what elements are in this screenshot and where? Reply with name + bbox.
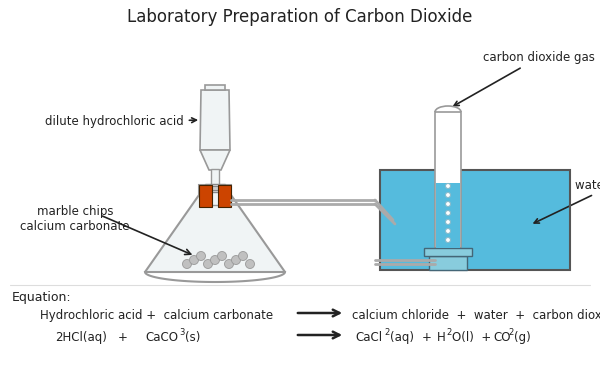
Circle shape	[445, 220, 451, 225]
Bar	[435, 112, 461, 248]
Text: Equation:: Equation:	[12, 291, 71, 304]
Bar	[429, 256, 467, 270]
Circle shape	[445, 193, 451, 198]
Bar	[380, 170, 570, 270]
Circle shape	[218, 252, 227, 261]
Text: CaCl: CaCl	[355, 331, 382, 344]
Text: O(l)  +: O(l) +	[452, 331, 491, 344]
Circle shape	[224, 260, 233, 269]
Text: (g): (g)	[514, 331, 531, 344]
Text: +: +	[422, 331, 432, 344]
Text: 2: 2	[508, 328, 513, 337]
Text: 2: 2	[384, 328, 389, 337]
Bar	[436, 183, 460, 248]
Circle shape	[445, 211, 451, 215]
Bar	[200, 186, 230, 190]
Text: carbon dioxide gas: carbon dioxide gas	[454, 51, 595, 106]
Text: (s): (s)	[185, 331, 200, 344]
Bar	[199, 185, 212, 207]
Bar	[211, 169, 219, 185]
Text: 2HCl(aq): 2HCl(aq)	[55, 331, 107, 344]
Text: Hydrochloric acid +  calcium carbonate: Hydrochloric acid + calcium carbonate	[40, 309, 273, 322]
Circle shape	[445, 238, 451, 242]
Circle shape	[445, 201, 451, 206]
Circle shape	[190, 255, 199, 264]
Bar	[211, 191, 219, 205]
Text: calcium chloride  +  water  +  carbon dioxide: calcium chloride + water + carbon dioxid…	[352, 309, 600, 322]
Text: marble chips
calcium carbonate: marble chips calcium carbonate	[20, 205, 130, 233]
Text: dilute hydrochloric acid: dilute hydrochloric acid	[45, 116, 196, 128]
Circle shape	[445, 228, 451, 233]
Bar	[424, 248, 472, 256]
Text: CaCO: CaCO	[145, 331, 178, 344]
Text: H: H	[437, 331, 446, 344]
Circle shape	[197, 252, 205, 261]
Text: Laboratory Preparation of Carbon Dioxide: Laboratory Preparation of Carbon Dioxide	[127, 8, 473, 26]
Text: 3: 3	[179, 328, 184, 337]
Circle shape	[203, 260, 212, 269]
Circle shape	[445, 184, 451, 188]
Text: 2: 2	[446, 328, 451, 337]
Polygon shape	[200, 150, 230, 170]
Bar	[218, 185, 231, 207]
Circle shape	[239, 252, 248, 261]
Circle shape	[182, 260, 191, 269]
Polygon shape	[200, 90, 230, 150]
Circle shape	[245, 260, 254, 269]
Text: +: +	[118, 331, 128, 344]
Text: (aq): (aq)	[390, 331, 414, 344]
Text: CO: CO	[493, 331, 511, 344]
Bar	[205, 184, 225, 192]
Circle shape	[232, 255, 241, 264]
Bar	[205, 85, 225, 90]
Bar	[380, 170, 570, 270]
Text: water trough: water trough	[534, 179, 600, 223]
Circle shape	[211, 255, 220, 264]
Polygon shape	[145, 185, 285, 272]
